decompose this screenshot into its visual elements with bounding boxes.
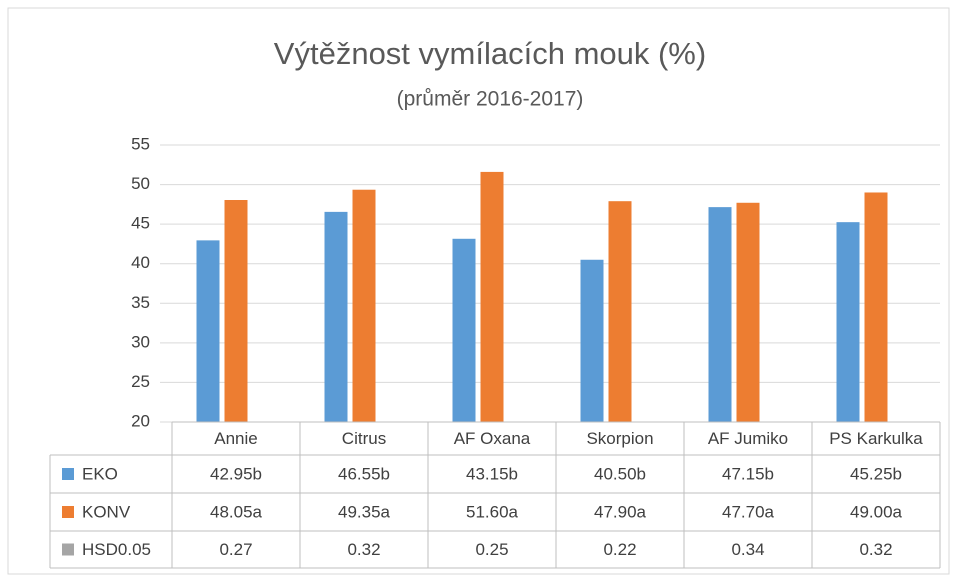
table-value: 42.95b [210, 464, 262, 483]
legend-label: HSD0.05 [82, 540, 151, 559]
bar [736, 202, 760, 422]
table-value: 0.32 [347, 540, 380, 559]
table-value: 47.90a [594, 502, 647, 521]
bar [864, 192, 888, 422]
table-value: 47.15b [722, 464, 774, 483]
table-value: 49.00a [850, 502, 903, 521]
chart-border [7, 7, 950, 575]
table-value: 40.50b [594, 464, 646, 483]
legend-key [62, 468, 74, 480]
y-tick-label: 50 [131, 174, 150, 193]
table-value: 49.35a [338, 502, 391, 521]
chart-subtitle: (průměr 2016-2017) [397, 88, 584, 111]
chart-title: Výtěžnost vymílacích mouk (%) [274, 36, 706, 71]
legend-key [62, 506, 74, 518]
table-value: 47.70a [722, 502, 775, 521]
legend-label: KONV [82, 502, 131, 521]
y-tick-label: 35 [131, 293, 150, 312]
bar [836, 222, 860, 422]
x-tick-label: PS Karkulka [829, 429, 923, 448]
table-value: 45.25b [850, 464, 902, 483]
table-value: 0.25 [475, 540, 508, 559]
y-tick-label: 30 [131, 332, 150, 351]
table-value: 0.27 [219, 540, 252, 559]
bar [708, 207, 732, 422]
y-tick-label: 20 [131, 411, 150, 430]
bar [352, 189, 376, 422]
table-value: 0.22 [603, 540, 636, 559]
legend-key [62, 543, 74, 556]
bar [452, 238, 476, 422]
legend-label: EKO [82, 464, 118, 483]
table-value: 0.34 [731, 540, 764, 559]
y-tick-label: 55 [131, 134, 150, 153]
bar [224, 200, 248, 422]
y-tick-label: 45 [131, 214, 150, 233]
x-tick-label: Citrus [342, 429, 386, 448]
x-tick-label: Annie [214, 429, 257, 448]
table-value: 48.05a [210, 502, 263, 521]
table-value: 0.32 [859, 540, 892, 559]
table-value: 51.60a [466, 502, 519, 521]
x-tick-label: AF Jumiko [708, 429, 788, 448]
x-tick-label: AF Oxana [454, 429, 531, 448]
bar [480, 171, 504, 422]
table-value: 46.55b [338, 464, 390, 483]
table-value: 43.15b [466, 464, 518, 483]
y-tick-label: 25 [131, 372, 150, 391]
bars [196, 171, 888, 422]
bar [324, 211, 348, 422]
y-tick-label: 40 [131, 253, 150, 272]
bar [196, 240, 220, 422]
bar [608, 201, 632, 422]
x-tick-label: Skorpion [586, 429, 653, 448]
bar [580, 259, 604, 422]
